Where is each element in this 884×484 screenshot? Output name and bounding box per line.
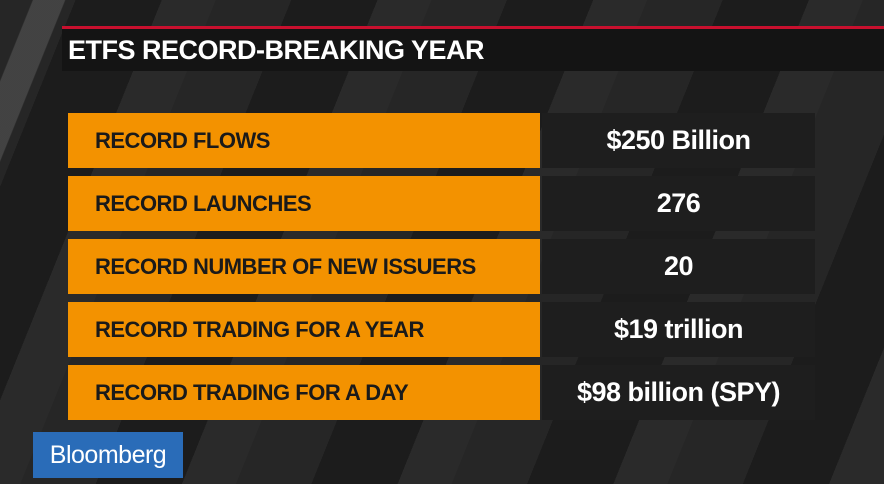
table-row: RECORD FLOWS $250 Billion <box>68 113 815 168</box>
title: ETFS RECORD-BREAKING YEAR <box>68 35 485 65</box>
table-row: RECORD TRADING FOR A DAY $98 billion (SPY… <box>68 365 815 420</box>
value-cell: $98 billion (SPY) <box>542 365 815 420</box>
table-row: RECORD NUMBER OF NEW ISSUERS 20 <box>68 239 815 294</box>
label-text: RECORD LAUNCHES <box>95 191 312 216</box>
accent-line <box>62 26 884 29</box>
value-cell: $250 Billion <box>542 113 815 168</box>
value-text: 20 <box>663 251 694 281</box>
logo: Bloomberg <box>33 432 183 478</box>
value-text: $98 billion (SPY) <box>576 377 781 407</box>
label-cell: RECORD LAUNCHES <box>68 176 540 231</box>
label-text: RECORD NUMBER OF NEW ISSUERS <box>95 254 476 279</box>
value-cell: $19 trillion <box>542 302 815 357</box>
label-text: RECORD FLOWS <box>95 128 270 153</box>
value-cell: 276 <box>542 176 815 231</box>
logo-text: Bloomberg <box>49 441 167 469</box>
label-cell: RECORD TRADING FOR A YEAR <box>68 302 540 357</box>
title-bar: ETFS RECORD-BREAKING YEAR <box>62 29 884 71</box>
value-cell: 20 <box>542 239 815 294</box>
label-cell: RECORD FLOWS <box>68 113 540 168</box>
label-text: RECORD TRADING FOR A YEAR <box>95 317 424 342</box>
value-text: $19 trillion <box>613 314 744 344</box>
label-cell: RECORD NUMBER OF NEW ISSUERS <box>68 239 540 294</box>
table-row: RECORD LAUNCHES 276 <box>68 176 815 231</box>
value-text: 276 <box>656 188 701 218</box>
table-row: RECORD TRADING FOR A YEAR $19 trillion <box>68 302 815 357</box>
value-text: $250 Billion <box>606 125 751 155</box>
label-text: RECORD TRADING FOR A DAY <box>95 380 409 405</box>
label-cell: RECORD TRADING FOR A DAY <box>68 365 540 420</box>
